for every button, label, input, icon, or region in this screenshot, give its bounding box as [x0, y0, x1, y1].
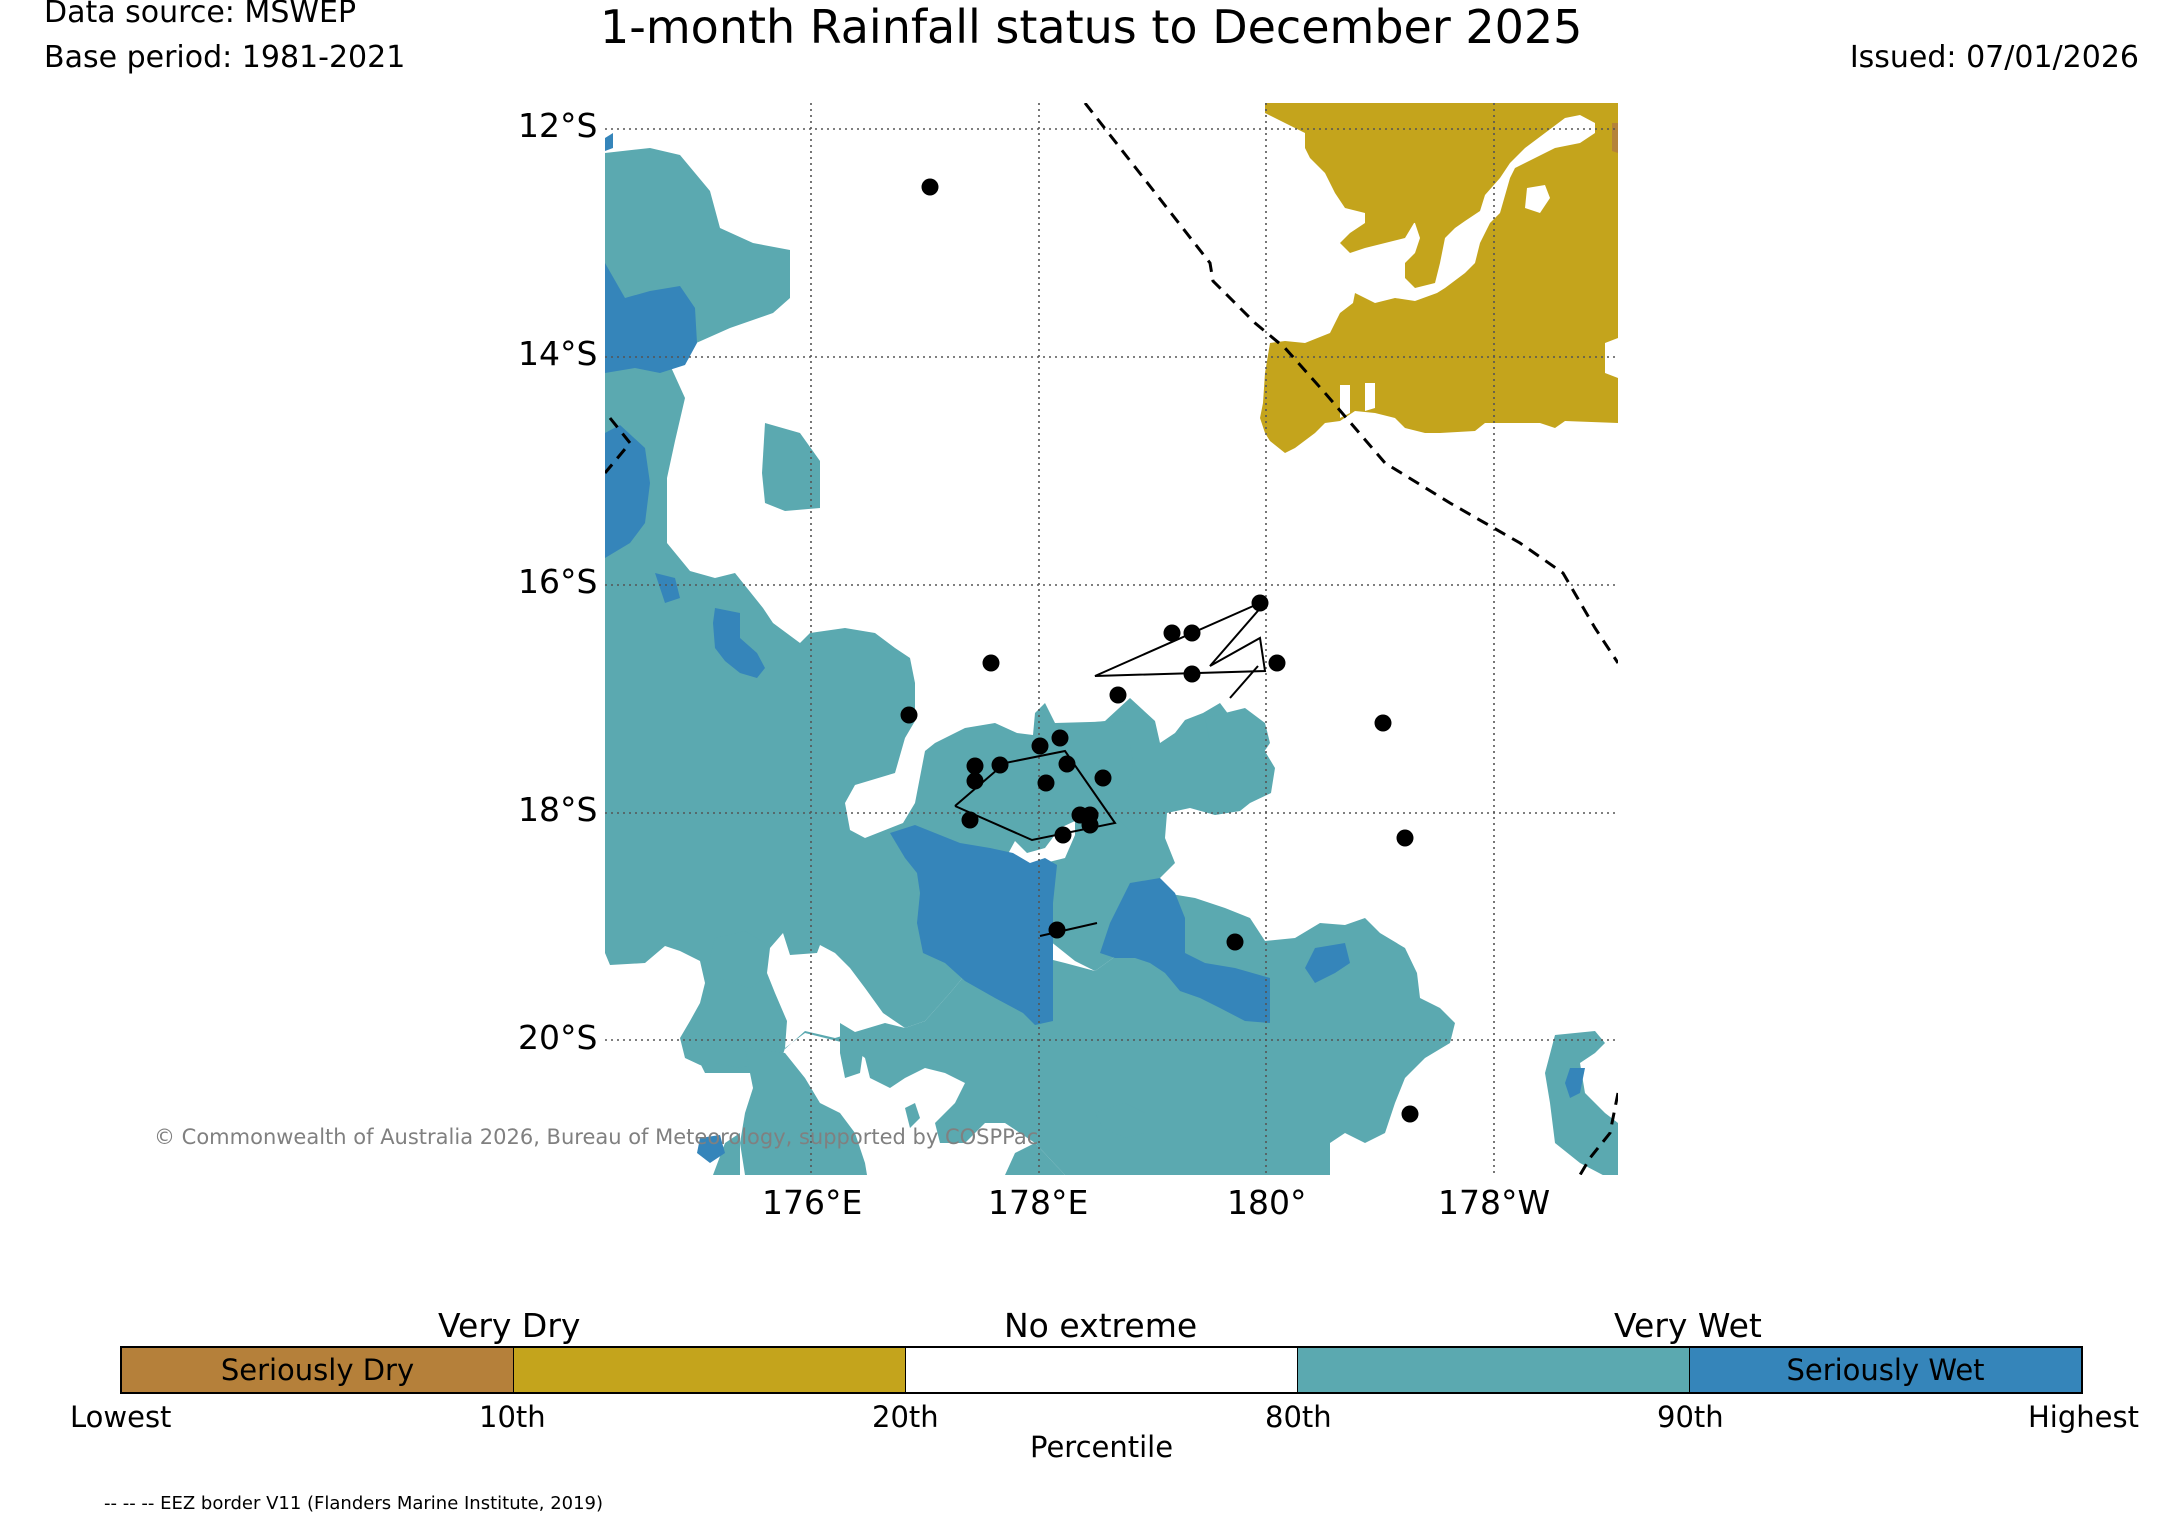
latitude-label: 12°S: [518, 106, 598, 145]
latitude-label: 18°S: [518, 790, 598, 829]
colorbar-segment-label: Seriously Dry: [220, 1353, 415, 1387]
copyright-notice: © Commonwealth of Australia 2026, Bureau…: [154, 1125, 1039, 1149]
colorbar-segment-no-extreme: [906, 1348, 1298, 1392]
latitude-label: 20°S: [518, 1018, 598, 1057]
longitude-label: 178°E: [988, 1183, 1089, 1222]
colorbar-tick-label: 90th: [1657, 1400, 1724, 1434]
very-wet-area: [605, 148, 1618, 1175]
colorbar-tick-label: 10th: [479, 1400, 546, 1434]
longitude-label: 178°W: [1438, 1183, 1551, 1222]
colorbar-axis-label: Percentile: [1030, 1430, 1174, 1464]
base-period-label: Base period: 1981-2021: [44, 40, 406, 75]
colorbar-segment-label: Seriously Wet: [1786, 1353, 1985, 1387]
latitude-label: 14°S: [518, 334, 598, 373]
eez-footnote: -- -- -- EEZ border V11 (Flanders Marine…: [104, 1493, 604, 1514]
rainfall-map: [605, 103, 1618, 1175]
colorbar-category-label: Very Dry: [438, 1306, 581, 1345]
seriously-wet-area: [605, 133, 1585, 1163]
no-extreme-gaps: [1340, 185, 1618, 418]
very-dry-area: [1260, 103, 1618, 453]
seriously-dry-area: [1612, 123, 1618, 153]
colorbar-tick-label: Lowest: [70, 1400, 172, 1434]
page-title: 1-month Rainfall status to December 2025: [600, 0, 1583, 54]
eez-border-line: [605, 103, 1618, 1175]
percentile-colorbar: Seriously Dry Seriously Wet: [120, 1346, 2083, 1394]
colorbar-tick-label: 20th: [872, 1400, 939, 1434]
latitude-label: 16°S: [518, 562, 598, 601]
map-gridlines: [605, 103, 1618, 1175]
colorbar-category-label: No extreme: [1004, 1306, 1198, 1345]
colorbar-segment-seriously-wet: Seriously Wet: [1690, 1348, 2081, 1392]
colorbar-segment-very-dry: [514, 1348, 906, 1392]
colorbar-tick-label: 80th: [1265, 1400, 1332, 1434]
longitude-label: 180°: [1227, 1183, 1307, 1222]
colorbar-category-label: Very Wet: [1614, 1306, 1762, 1345]
colorbar-segment-seriously-dry: Seriously Dry: [122, 1348, 514, 1392]
longitude-label: 176°E: [762, 1183, 863, 1222]
issued-date: Issued: 07/01/2026: [1849, 40, 2139, 75]
colorbar-segment-very-wet: [1298, 1348, 1690, 1392]
data-source-label: Data source: MSWEP: [44, 0, 357, 30]
colorbar-tick-label: Highest: [2028, 1400, 2139, 1434]
station-markers: [900, 178, 1419, 1123]
